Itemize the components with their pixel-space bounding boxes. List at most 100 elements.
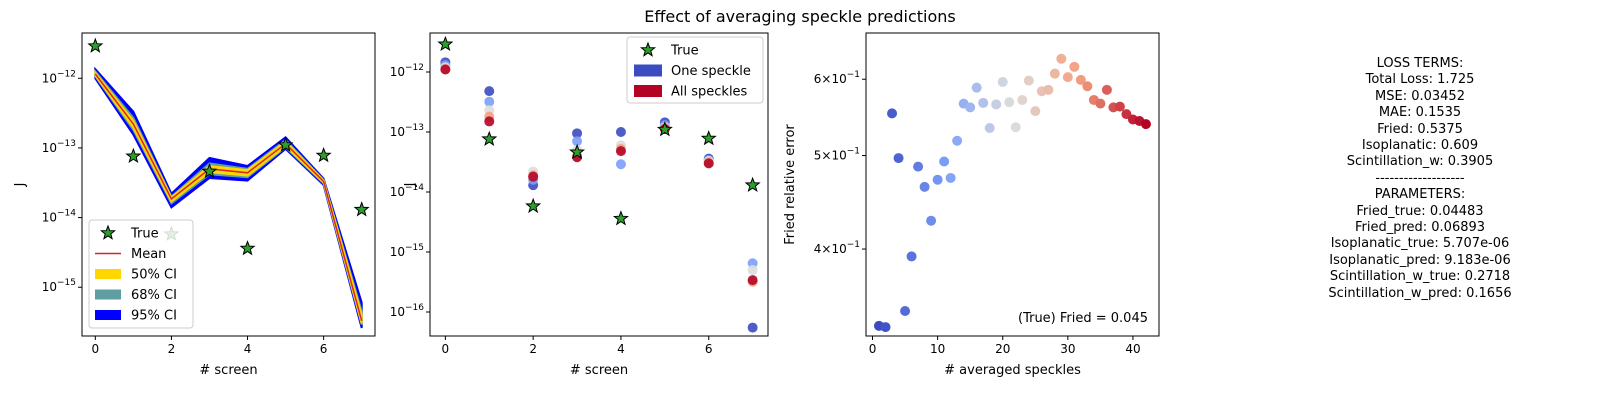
fried-error-point bbox=[997, 77, 1008, 88]
fried-error-point bbox=[984, 123, 995, 134]
true-star-marker bbox=[437, 35, 454, 52]
loss-line: LOSS TERMS: bbox=[1376, 56, 1464, 71]
fried-error-point bbox=[1062, 72, 1073, 83]
y-tick-label: 10−15 bbox=[42, 278, 76, 294]
y-axis-label: Fried relative error bbox=[783, 124, 798, 245]
axes-frame bbox=[865, 32, 1160, 337]
ci95-band bbox=[94, 66, 363, 329]
fried-error-point bbox=[991, 99, 1002, 110]
true-star-marker bbox=[125, 147, 142, 164]
param-line: Isoplanatic_pred: 9.183e-06 bbox=[1329, 252, 1511, 268]
param-line: Fried_true: 0.04483 bbox=[1356, 203, 1484, 219]
legend-box bbox=[88, 219, 194, 329]
chart-panel-3-fried-error: 0 10 20 30 40 6×10−1 5×10−1 4×10−1 # averaged sp… bbox=[783, 32, 1160, 378]
true-star-marker bbox=[569, 143, 586, 160]
true-star-marker bbox=[277, 136, 294, 152]
true-star-marker bbox=[87, 37, 104, 53]
prediction-point bbox=[484, 96, 495, 107]
fried-error-point bbox=[1023, 75, 1034, 86]
fried-error-point bbox=[1095, 98, 1106, 109]
x-axis-label: # screen bbox=[199, 363, 257, 378]
fried-error-point bbox=[1010, 122, 1021, 133]
x-tick-label: 2 bbox=[168, 342, 176, 356]
y-tick-label: 10−15 bbox=[390, 243, 424, 259]
fried-error-point bbox=[926, 215, 937, 226]
fried-error-point bbox=[880, 322, 891, 333]
fried-error-point bbox=[1056, 53, 1067, 64]
prediction-point bbox=[747, 322, 758, 333]
chart-panel-1-true-vs-predicted-ci: 0 2 4 6 10−12 10−13 10−14 10−15 # screen J True Mea… bbox=[13, 32, 376, 378]
y-tick-label: 6×10−1 bbox=[814, 70, 860, 86]
param-line: Fried_pred: 0.06893 bbox=[1354, 220, 1486, 236]
legend-swatch bbox=[634, 85, 662, 97]
fried-error-point bbox=[932, 174, 943, 185]
prediction-point bbox=[572, 128, 583, 139]
fried-error-point bbox=[945, 172, 956, 183]
prediction-point bbox=[703, 158, 714, 169]
y-tick-label: 10−12 bbox=[390, 63, 424, 79]
fried-error-point bbox=[906, 251, 917, 262]
legend-label: 68% CI bbox=[131, 288, 177, 303]
legend-label: True bbox=[130, 227, 159, 242]
prediction-point bbox=[615, 146, 626, 157]
x-tick-label: 30 bbox=[1060, 342, 1075, 356]
y-tick-label: 5×10−1 bbox=[814, 146, 860, 162]
loss-terms-panel: LOSS TERMS: Total Loss: 1.725 MSE: 0.034… bbox=[1250, 56, 1590, 302]
prediction-point bbox=[747, 275, 758, 286]
y-tick-label: 4×10−1 bbox=[814, 240, 860, 256]
x-axis-label: # averaged speckles bbox=[944, 363, 1081, 378]
axes-frame bbox=[81, 32, 376, 337]
true-star-marker bbox=[656, 121, 673, 137]
legend-label: One speckle bbox=[671, 64, 751, 79]
y-axis-label: J bbox=[13, 183, 28, 188]
x-tick-label: 0 bbox=[91, 342, 99, 356]
legend-true-star-icon bbox=[639, 41, 657, 57]
fried-error-point bbox=[939, 156, 950, 167]
fried-error-point bbox=[1082, 81, 1093, 92]
figure-title: Effect of averaging speckle predictions bbox=[644, 7, 956, 26]
fried-error-point bbox=[919, 181, 930, 192]
fried-error-point bbox=[900, 305, 911, 316]
true-star-marker bbox=[700, 130, 717, 146]
fried-error-point bbox=[1017, 94, 1028, 105]
x-tick-label: 2 bbox=[529, 342, 537, 356]
mean-line bbox=[94, 73, 363, 321]
x-tick-label: 20 bbox=[995, 342, 1010, 356]
x-axis-label: # screen bbox=[570, 363, 628, 378]
loss-line: MSE: 0.03452 bbox=[1375, 88, 1465, 104]
prediction-point bbox=[615, 159, 626, 170]
true-star-marker bbox=[315, 146, 332, 163]
fried-error-point bbox=[1049, 68, 1060, 79]
param-line: Isoplanatic_true: 5.707e-06 bbox=[1330, 236, 1510, 252]
x-tick-label: 6 bbox=[705, 342, 713, 356]
fried-error-point bbox=[1004, 97, 1015, 108]
legend-label: 50% CI bbox=[131, 268, 177, 283]
loss-line: MAE: 0.1535 bbox=[1378, 105, 1462, 121]
fried-error-point bbox=[1030, 106, 1041, 117]
param-line: PARAMETERS: bbox=[1374, 187, 1466, 203]
prediction-point bbox=[484, 116, 495, 127]
true-star-marker bbox=[353, 201, 370, 217]
true-star-marker bbox=[239, 240, 256, 256]
ci50-band bbox=[94, 69, 363, 324]
loss-line: Scintillation_w: 0.3905 bbox=[1346, 154, 1494, 170]
legend-ci-swatch bbox=[95, 269, 121, 279]
y-tick-label: 10−13 bbox=[42, 138, 76, 154]
fried-error-point bbox=[887, 108, 898, 119]
legend-label: Mean bbox=[131, 247, 166, 262]
prediction-point bbox=[440, 64, 451, 75]
loss-line: Isoplanatic: 0.609 bbox=[1361, 138, 1479, 154]
chart-panel-2-speckle-scatter: 0 2 4 6 10−12 10−13 10−14 10−15 10−16 # screen J Tr… bbox=[390, 32, 769, 378]
x-tick-label: 0 bbox=[869, 342, 877, 356]
legend-true-star-icon bbox=[99, 224, 117, 240]
prediction-point bbox=[747, 265, 758, 276]
fried-error-point bbox=[1069, 61, 1080, 72]
fried-error-point bbox=[893, 153, 904, 164]
fried-error-point bbox=[978, 97, 989, 108]
x-tick-label: 40 bbox=[1125, 342, 1140, 356]
fried-error-point bbox=[1043, 84, 1054, 95]
loss-separator: ------------------- bbox=[1375, 170, 1465, 186]
legend-ci-swatch bbox=[95, 289, 121, 300]
prediction-point bbox=[615, 127, 626, 137]
prediction-point bbox=[572, 136, 583, 147]
